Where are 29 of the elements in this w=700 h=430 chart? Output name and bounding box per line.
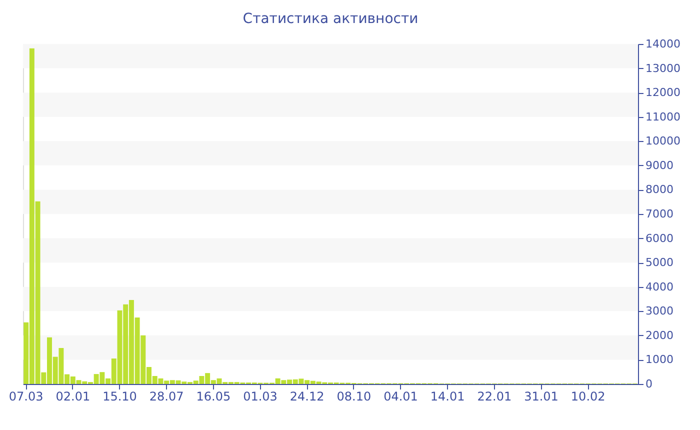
x-tick-label: 08.10	[336, 390, 372, 404]
x-tick-label: 22.01	[477, 390, 512, 404]
x-tick-label: 07.03	[8, 390, 44, 404]
x-tick-label: 16.05	[196, 390, 231, 404]
x-tick-label: 01.03	[243, 390, 278, 404]
y-tick-label: 6000	[646, 232, 674, 245]
y-tick-label: 5000	[646, 256, 674, 270]
y-tick-label: 2000	[646, 328, 674, 342]
x-tick-label: 04.01	[384, 390, 418, 404]
y-tick-label: 10000	[646, 134, 680, 148]
y-tick-label: 3000	[646, 304, 674, 318]
y-tick-label: 11000	[646, 110, 680, 124]
y-tick-label: 7000	[646, 208, 674, 220]
chart-title: Статистика активности	[242, 11, 418, 27]
x-tick-label: 28.07	[149, 390, 184, 404]
y-tick-label: 9000	[646, 158, 674, 172]
y-tick-label: 8000	[646, 183, 674, 196]
y-tick-label: 1000	[646, 353, 674, 366]
y-tick-label: 13000	[646, 62, 680, 75]
x-tick-label: 24.12	[290, 390, 324, 404]
x-tick-label: 02.01	[56, 390, 90, 404]
x-tick-label: 31.01	[524, 390, 558, 404]
x-tick-label: 15.10	[102, 390, 137, 404]
y-tick-label: 12000	[646, 86, 680, 100]
y-tick-label: 4000	[646, 280, 674, 294]
x-tick-label: 10.02	[570, 390, 606, 404]
y-tick-label: 14000	[646, 38, 680, 50]
y-tick-label: 0	[646, 378, 652, 390]
x-tick-label: 14.01	[430, 390, 465, 404]
